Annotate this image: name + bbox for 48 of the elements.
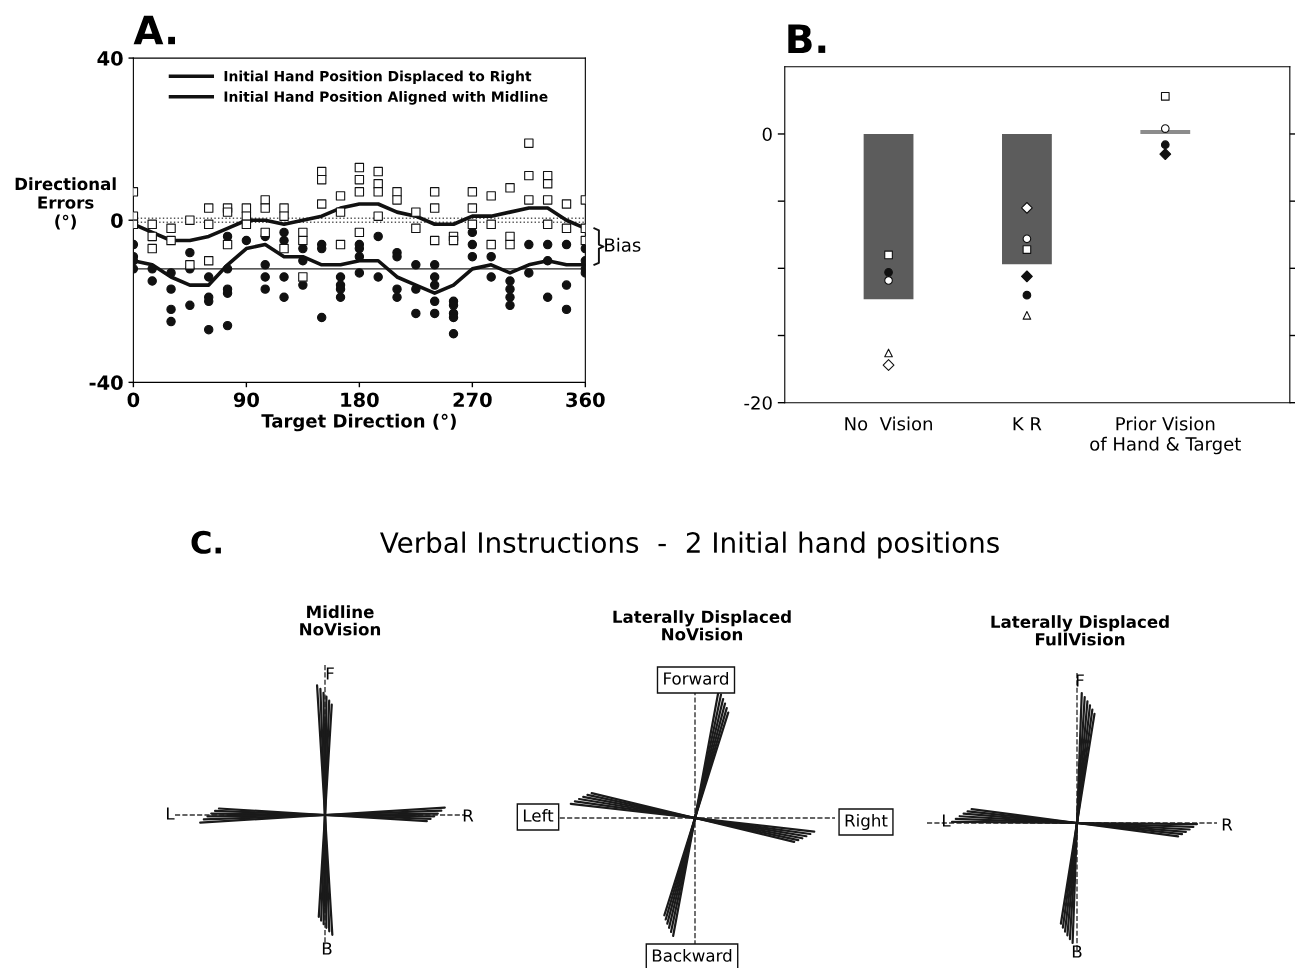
point bbox=[1022, 245, 1032, 254]
x-tick-label: K R bbox=[1013, 417, 1042, 431]
point bbox=[884, 276, 893, 285]
x-tick-label: 0 bbox=[127, 392, 140, 408]
text: Backward bbox=[652, 948, 732, 962]
text: F bbox=[1076, 674, 1084, 687]
text: Laterally Displaced FullVision bbox=[991, 615, 1169, 646]
y-tick-label: -20 bbox=[744, 396, 772, 410]
point bbox=[1020, 201, 1033, 214]
text: R bbox=[463, 809, 474, 822]
point bbox=[1160, 140, 1170, 150]
chart-title: B. bbox=[788, 24, 826, 53]
point bbox=[882, 359, 895, 372]
chart-title: A. bbox=[133, 15, 176, 45]
y-tick-label: -40 bbox=[89, 375, 123, 391]
text: Bias bbox=[605, 237, 641, 252]
point bbox=[1159, 148, 1172, 161]
text: C. bbox=[191, 530, 221, 554]
x-tick-label: 90 bbox=[233, 392, 259, 408]
text: Laterally Displaced NoVision bbox=[613, 610, 791, 641]
point bbox=[884, 250, 893, 260]
x-tick-label: No Vision bbox=[845, 416, 932, 431]
legend-label: Initial Hand Position Aligned with Midline bbox=[224, 91, 548, 105]
point bbox=[1022, 310, 1032, 320]
x-tick-label: 360 bbox=[566, 392, 605, 408]
point bbox=[1160, 124, 1170, 133]
text: B bbox=[322, 942, 332, 955]
point bbox=[1022, 234, 1032, 244]
text: R bbox=[1222, 818, 1233, 831]
point bbox=[1160, 91, 1170, 101]
x-tick-label: Prior Vision of Hand & Target bbox=[1090, 416, 1241, 455]
x-tick-label: 270 bbox=[453, 392, 492, 408]
text: Verbal Instructions - 2 Initial hand positions bbox=[380, 531, 999, 559]
point bbox=[884, 268, 893, 277]
text: L bbox=[166, 807, 175, 820]
text: Midline NoVision bbox=[300, 605, 381, 636]
text: Forward bbox=[664, 671, 728, 685]
text: F bbox=[326, 667, 334, 680]
y-tick-label: 40 bbox=[97, 51, 123, 66]
legend-label: Initial Hand Position Displaced to Right bbox=[224, 70, 532, 85]
point bbox=[1022, 290, 1032, 300]
text: L bbox=[942, 814, 951, 827]
x-tick-label: 180 bbox=[341, 392, 379, 408]
text: B bbox=[1072, 945, 1082, 958]
point bbox=[1020, 270, 1033, 283]
text: Right bbox=[845, 813, 888, 831]
text: Left bbox=[523, 808, 554, 822]
x-axis-title: Target Direction (°) bbox=[261, 413, 456, 432]
